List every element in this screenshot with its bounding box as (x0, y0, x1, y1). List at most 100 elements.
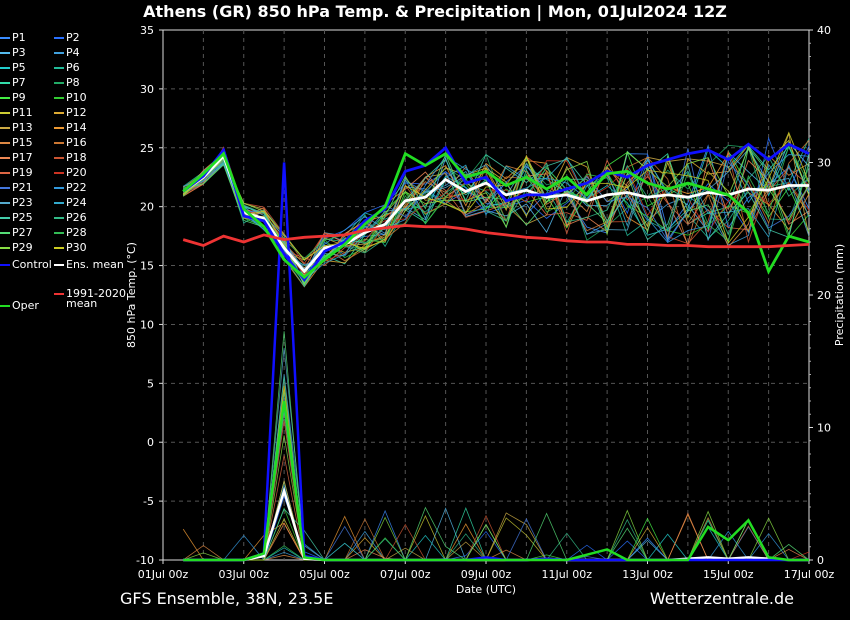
y2-tick-label: 10 (817, 422, 831, 435)
legend-label: P15 (12, 136, 33, 149)
legend-item: P9 (0, 92, 26, 104)
legend-swatch (0, 82, 10, 84)
legend-label: P22 (66, 181, 87, 194)
legend-label: P6 (66, 61, 80, 74)
y-tick-label: 20 (140, 201, 154, 214)
legend-swatch (54, 187, 64, 189)
legend-item: P26 (54, 212, 87, 224)
x-tick-label: 03Jul 00z (218, 568, 269, 581)
legend-item: P14 (54, 122, 87, 134)
legend-swatch (54, 202, 64, 204)
y-tick-label: 25 (140, 142, 154, 155)
legend-item: P20 (54, 167, 87, 179)
x-tick-label: 17Jul 00z (784, 568, 835, 581)
legend-label: P12 (66, 106, 87, 119)
y2-tick-label: 40 (817, 24, 831, 37)
legend-item: P2 (54, 32, 80, 44)
legend-label: P13 (12, 121, 33, 134)
legend-swatch (54, 157, 64, 159)
legend-item: P28 (54, 227, 87, 239)
y-tick-label: 35 (140, 24, 154, 37)
legend-item: P25 (0, 212, 33, 224)
legend-swatch (0, 305, 10, 307)
legend-swatch (54, 232, 64, 234)
y-tick-label: 10 (140, 318, 154, 331)
legend-swatch (54, 112, 64, 114)
y2-tick-label: 30 (817, 157, 831, 170)
y-axis-label: 850 hPa Temp. (°C) (125, 242, 138, 348)
series-line (182, 142, 810, 283)
legend-item: P3 (0, 47, 26, 59)
legend-swatch (0, 232, 10, 234)
series-line (182, 151, 810, 280)
legend-swatch (0, 142, 10, 144)
legend-item: P5 (0, 62, 26, 74)
legend-label: P28 (66, 226, 87, 239)
legend-label: P24 (66, 196, 87, 209)
legend-label: P7 (12, 76, 26, 89)
x-tick-label: 05Jul 00z (299, 568, 350, 581)
site-label: Wetterzentrale.de (649, 589, 794, 608)
legend-swatch (54, 52, 64, 54)
legend-item: P30 (54, 242, 87, 254)
legend-item: P4 (54, 47, 80, 59)
grid-lines (163, 30, 809, 560)
legend-item: P21 (0, 182, 33, 194)
legend-swatch (0, 202, 10, 204)
legend-label: P3 (12, 46, 26, 59)
legend-swatch (54, 127, 64, 129)
legend-item: P22 (54, 182, 87, 194)
y-tick-label: 0 (147, 436, 154, 449)
legend-label: P10 (66, 91, 87, 104)
legend-label: Ens. mean (66, 258, 124, 271)
legend-item: P23 (0, 197, 33, 209)
legend-item: P29 (0, 242, 33, 254)
legend-item: 1991-2020 (54, 288, 126, 300)
legend-swatch (54, 172, 64, 174)
legend-item: P27 (0, 227, 33, 239)
legend-label: Control (12, 258, 52, 271)
precip-line (183, 400, 809, 562)
legend-swatch (0, 264, 10, 266)
legend-swatch (0, 97, 10, 99)
legend-label: P16 (66, 136, 87, 149)
legend-label: P17 (12, 151, 33, 164)
legend-swatch (54, 97, 64, 99)
y-tick-label: 5 (147, 377, 154, 390)
legend-swatch (54, 293, 64, 295)
legend-swatch (0, 127, 10, 129)
legend-item: P17 (0, 152, 33, 164)
legend-swatch (54, 37, 64, 39)
legend-swatch (0, 247, 10, 249)
chart-title: Athens (GR) 850 hPa Temp. & Precipitatio… (143, 2, 727, 21)
legend-item: Ens. mean (54, 259, 124, 271)
legend-label-continued: mean (66, 297, 98, 310)
x-tick-label: 15Jul 00z (703, 568, 754, 581)
member-precip-line (183, 435, 809, 561)
x-tick-label: 11Jul 00z (541, 568, 592, 581)
legend-label: P1 (12, 31, 26, 44)
legend-swatch (54, 217, 64, 219)
legend-label: P19 (12, 166, 33, 179)
legend-swatch (0, 157, 10, 159)
legend-item: P6 (54, 62, 80, 74)
y-tick-label: 15 (140, 260, 154, 273)
legend-label: P29 (12, 241, 33, 254)
legend-swatch (0, 52, 10, 54)
x-axis-label: Date (UTC) (456, 583, 516, 596)
legend-label: 1991-2020 (66, 287, 126, 300)
legend-swatch (54, 82, 64, 84)
legend-label: P11 (12, 106, 33, 119)
legend-label: P14 (66, 121, 87, 134)
legend-item: P8 (54, 77, 80, 89)
x-tick-label: 09Jul 00z (461, 568, 512, 581)
legend-item: P1 (0, 32, 26, 44)
legend-label: P18 (66, 151, 87, 164)
legend-item: P10 (54, 92, 87, 104)
legend-item: P12 (54, 107, 87, 119)
legend-item: P11 (0, 107, 33, 119)
legend-label: P2 (66, 31, 80, 44)
legend-label: P25 (12, 211, 33, 224)
source-label: GFS Ensemble, 38N, 23.5E (120, 589, 334, 608)
